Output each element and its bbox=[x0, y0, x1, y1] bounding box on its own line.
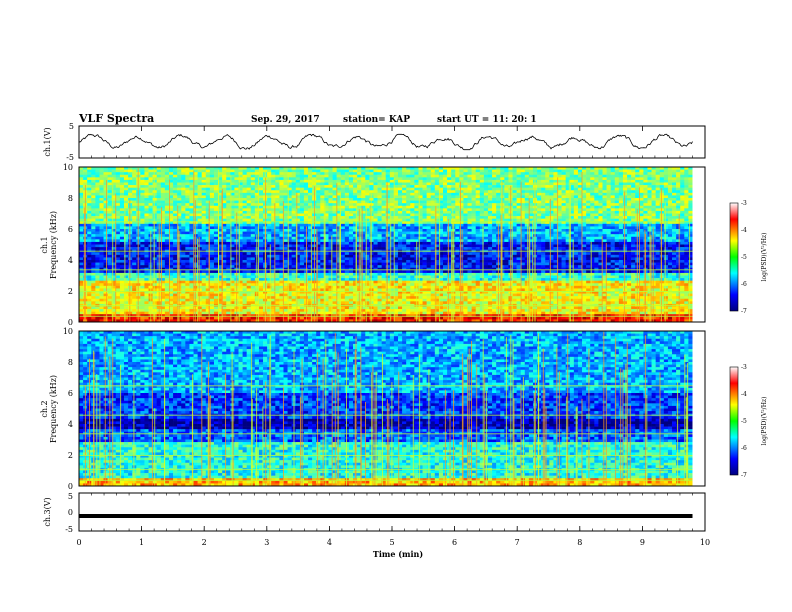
ch2-spectrogram-frame bbox=[78, 330, 706, 487]
time-axis: 0 1 2 3 4 5 6 7 8 9 10 bbox=[76, 126, 710, 547]
ch3-ylabel: ch.3(V) bbox=[43, 497, 52, 526]
ch2-spec-ylabel-frequency: Frequency (kHz) bbox=[49, 375, 58, 443]
ch3-ytick-bottom: -5 bbox=[65, 525, 73, 534]
colorbar-2-tick-minus5: -5 bbox=[741, 418, 747, 425]
time-tick-9: 9 bbox=[640, 538, 645, 547]
colorbar-1-tick-minus3: -3 bbox=[741, 200, 747, 207]
ch2-spec-ytick-10: 10 bbox=[63, 327, 73, 336]
time-tick-10: 10 bbox=[700, 538, 710, 547]
time-tick-6: 6 bbox=[452, 538, 457, 547]
ch2-spectrogram-panel: 0 2 4 6 8 10 ch.2 Frequency (kHz) bbox=[40, 327, 706, 491]
time-tick-7: 7 bbox=[515, 538, 520, 547]
time-tick-0: 0 bbox=[76, 538, 81, 547]
time-tick-1: 1 bbox=[139, 538, 144, 547]
ch1-spec-ylabel-frequency: Frequency (kHz) bbox=[49, 211, 58, 279]
ch2-spec-ytick-6: 6 bbox=[68, 389, 73, 398]
colorbar-1-label: log(PSD)(V²/Hz) bbox=[761, 233, 768, 282]
colorbar-2-tick-minus3: -3 bbox=[741, 364, 747, 371]
ch2-spectrogram-image bbox=[79, 331, 705, 487]
colorbar-2-tick-minus7: -7 bbox=[741, 472, 747, 479]
colorbar-2-gradient bbox=[729, 366, 739, 476]
colorbar-1-gradient bbox=[729, 202, 739, 312]
ch1-waveform-panel: 5 -5 ch.1(V) bbox=[43, 122, 706, 162]
ch3-waveform-frame bbox=[78, 492, 706, 532]
colorbar-2-tick-minus6: -6 bbox=[741, 445, 747, 452]
date-label: Sep. 29, 2017 bbox=[251, 115, 320, 125]
ch1-spec-ytick-0: 0 bbox=[68, 318, 73, 327]
time-tick-3: 3 bbox=[264, 538, 269, 547]
ch1-waveform-line bbox=[78, 133, 693, 151]
colorbar-2: -3 -4 -5 -6 -7 log(PSD)(V²/Hz) bbox=[729, 364, 768, 479]
time-tick-8: 8 bbox=[577, 538, 582, 547]
ch1-spec-ytick-6: 6 bbox=[68, 225, 73, 234]
colorbar-2-tick-minus4: -4 bbox=[741, 391, 747, 398]
ch1-spec-ylabel-channel: ch.1 bbox=[40, 236, 49, 253]
ch1-spec-ytick-4: 4 bbox=[68, 256, 73, 265]
ch2-spec-ytick-8: 8 bbox=[68, 358, 73, 367]
time-axis-label: Time (min) bbox=[373, 549, 423, 559]
ch2-spec-ytick-0: 0 bbox=[68, 482, 73, 491]
ch2-spec-ytick-4: 4 bbox=[68, 420, 73, 429]
ch1-spec-ytick-2: 2 bbox=[68, 287, 73, 296]
station-label: station= KAP bbox=[343, 115, 410, 125]
time-tick-2: 2 bbox=[202, 538, 207, 547]
ch1-spectrogram-frame bbox=[78, 166, 706, 323]
ch3-waveform-panel: 5 0 -5 ch.3(V) bbox=[43, 492, 706, 534]
ch3-ytick-mid: 0 bbox=[68, 508, 73, 517]
ch2-spec-ylabel-channel: ch.2 bbox=[40, 400, 49, 417]
start-time-label: start UT = 11: 20: 1 bbox=[437, 115, 537, 125]
figure-title: VLF Spectra bbox=[78, 112, 154, 125]
ch3-ytick-top: 5 bbox=[68, 492, 73, 501]
colorbar-1-tick-minus6: -6 bbox=[741, 281, 747, 288]
colorbar-1-tick-minus5: -5 bbox=[741, 254, 747, 261]
ch1-spec-ytick-8: 8 bbox=[68, 194, 73, 203]
ch1-spectrogram-image bbox=[79, 167, 705, 323]
ch1-ytick-top: 5 bbox=[69, 122, 74, 131]
colorbar-1: -3 -4 -5 -6 -7 log(PSD)(V²/Hz) bbox=[729, 200, 768, 315]
ch1-ylabel: ch.1(V) bbox=[43, 127, 52, 156]
ch1-spec-ytick-10: 10 bbox=[63, 163, 73, 172]
time-tick-5: 5 bbox=[389, 538, 394, 547]
ch2-spec-ytick-2: 2 bbox=[68, 451, 73, 460]
colorbar-2-label: log(PSD)(V²/Hz) bbox=[761, 397, 768, 446]
ch1-ytick-bottom: -5 bbox=[66, 153, 74, 162]
colorbar-1-tick-minus7: -7 bbox=[741, 308, 747, 315]
colorbar-1-tick-minus4: -4 bbox=[741, 227, 747, 234]
ch1-spectrogram-panel: 0 2 4 6 8 10 ch.1 Frequency (kHz) bbox=[40, 163, 706, 327]
ch3-waveform-line bbox=[79, 514, 693, 518]
time-tick-4: 4 bbox=[327, 538, 332, 547]
